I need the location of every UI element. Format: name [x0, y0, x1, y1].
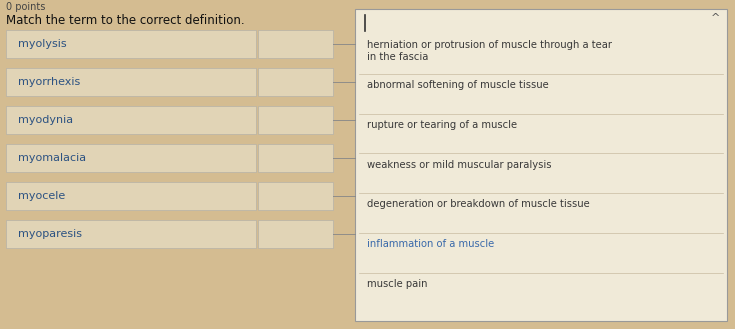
Text: abnormal softening of muscle tissue: abnormal softening of muscle tissue [367, 80, 549, 90]
Text: myolysis: myolysis [18, 39, 67, 49]
FancyBboxPatch shape [6, 30, 256, 58]
Text: degeneration or breakdown of muscle tissue: degeneration or breakdown of muscle tiss… [367, 199, 589, 210]
Text: inflammation of a muscle: inflammation of a muscle [367, 239, 494, 249]
FancyBboxPatch shape [258, 220, 333, 248]
FancyBboxPatch shape [258, 68, 333, 96]
Text: rupture or tearing of a muscle: rupture or tearing of a muscle [367, 120, 517, 130]
FancyBboxPatch shape [6, 106, 256, 134]
FancyBboxPatch shape [258, 30, 333, 58]
FancyBboxPatch shape [6, 144, 256, 172]
Text: Match the term to the correct definition.: Match the term to the correct definition… [6, 14, 245, 27]
Text: weakness or mild muscular paralysis: weakness or mild muscular paralysis [367, 160, 551, 169]
FancyBboxPatch shape [258, 106, 333, 134]
FancyBboxPatch shape [6, 220, 256, 248]
Text: myoparesis: myoparesis [18, 229, 82, 239]
Text: muscle pain: muscle pain [367, 279, 428, 289]
Text: ^: ^ [710, 13, 720, 23]
Text: myorrhexis: myorrhexis [18, 77, 80, 87]
FancyBboxPatch shape [258, 182, 333, 210]
FancyBboxPatch shape [6, 182, 256, 210]
FancyBboxPatch shape [258, 144, 333, 172]
FancyBboxPatch shape [355, 9, 727, 321]
Text: herniation or protrusion of muscle through a tear
in the fascia: herniation or protrusion of muscle throu… [367, 40, 612, 62]
Text: 0 points: 0 points [6, 2, 46, 12]
Text: myocele: myocele [18, 191, 65, 201]
Text: myodynia: myodynia [18, 115, 73, 125]
FancyBboxPatch shape [6, 68, 256, 96]
Text: myomalacia: myomalacia [18, 153, 86, 163]
